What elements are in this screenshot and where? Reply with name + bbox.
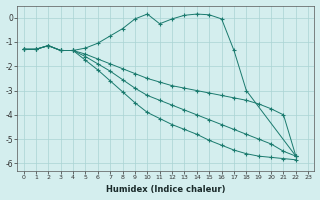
X-axis label: Humidex (Indice chaleur): Humidex (Indice chaleur) [106, 185, 226, 194]
